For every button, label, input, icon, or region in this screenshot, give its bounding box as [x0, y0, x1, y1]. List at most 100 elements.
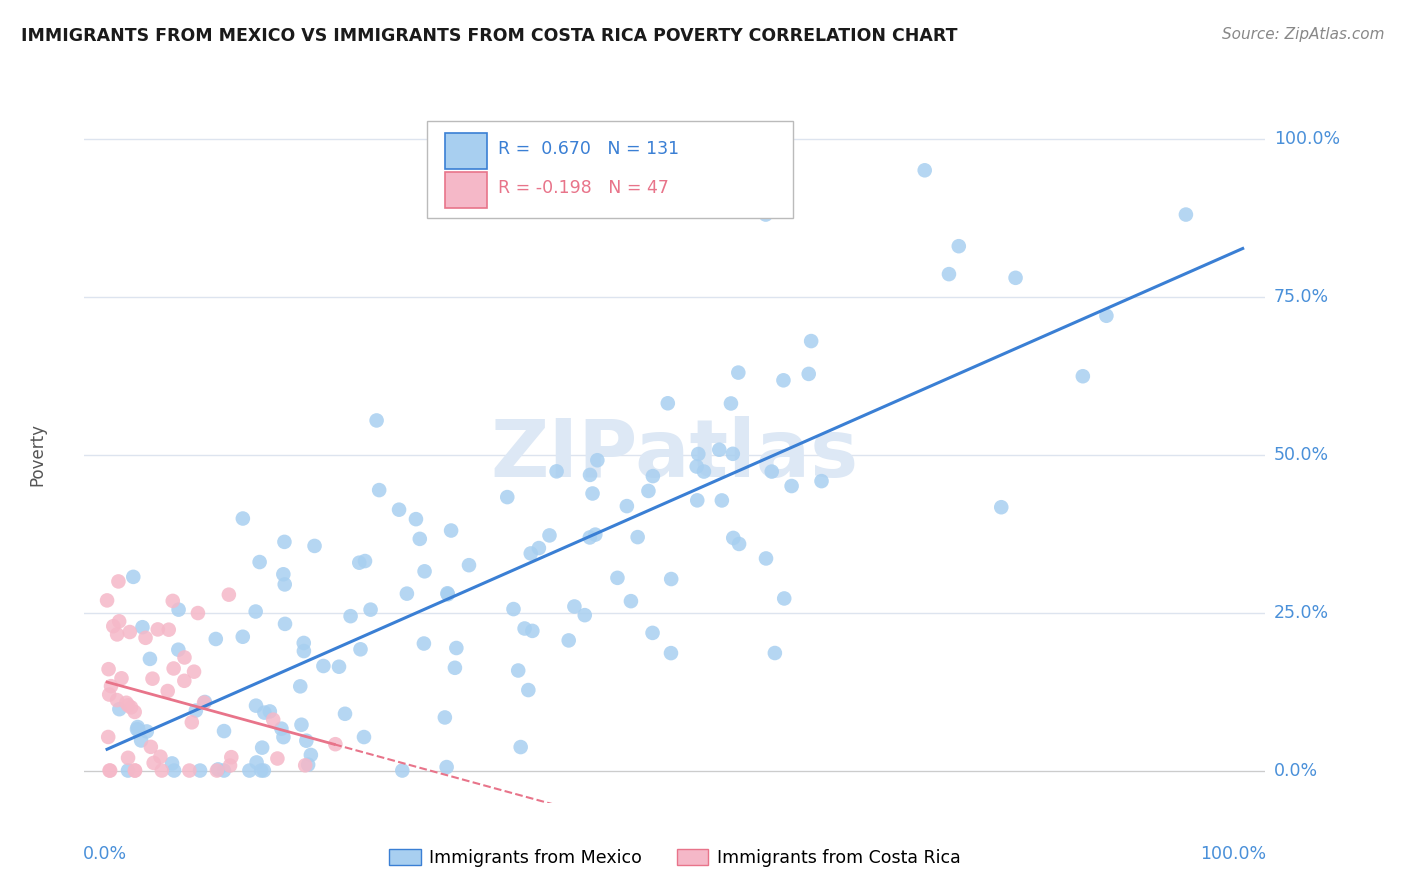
Point: [433, 710, 456, 724]
Point: [96, 593, 118, 607]
Point: [212, 764, 235, 778]
Point: [339, 609, 361, 624]
Point: [508, 664, 530, 678]
Point: [294, 758, 316, 772]
FancyBboxPatch shape: [427, 121, 793, 219]
Point: [219, 758, 242, 772]
Point: [266, 751, 288, 765]
Point: [162, 594, 184, 608]
Point: [100, 679, 122, 693]
Point: [221, 750, 243, 764]
Point: [546, 464, 568, 478]
Point: [162, 661, 184, 675]
Point: [1071, 369, 1094, 384]
Point: [117, 764, 139, 778]
Point: [270, 722, 292, 736]
Point: [810, 474, 832, 488]
FancyBboxPatch shape: [444, 133, 486, 169]
Point: [194, 695, 217, 709]
Point: [204, 632, 226, 646]
Text: 100.0%: 100.0%: [1201, 845, 1267, 863]
Point: [205, 764, 228, 778]
Point: [167, 602, 190, 616]
Point: [686, 459, 709, 474]
Text: ZIPatlas: ZIPatlas: [491, 416, 859, 494]
Point: [353, 730, 375, 744]
Point: [727, 366, 749, 380]
Point: [135, 631, 157, 645]
Point: [1174, 208, 1197, 222]
Point: [218, 588, 240, 602]
Point: [368, 483, 391, 497]
Point: [117, 751, 139, 765]
Point: [513, 622, 536, 636]
Point: [297, 757, 319, 772]
Point: [98, 764, 121, 778]
Point: [522, 624, 544, 638]
Point: [328, 659, 350, 673]
Point: [620, 594, 643, 608]
Point: [179, 764, 201, 778]
Point: [405, 512, 427, 526]
Point: [755, 208, 778, 222]
Point: [458, 558, 481, 573]
Point: [290, 717, 312, 731]
Point: [238, 764, 260, 778]
Point: [253, 706, 276, 720]
Text: 0.0%: 0.0%: [83, 845, 128, 863]
Point: [184, 704, 207, 718]
Point: [710, 493, 733, 508]
Point: [124, 764, 146, 778]
Point: [440, 524, 463, 538]
Point: [637, 483, 659, 498]
Point: [273, 730, 295, 744]
Point: [586, 453, 609, 467]
Point: [127, 723, 149, 738]
Point: [157, 623, 180, 637]
Legend: Immigrants from Mexico, Immigrants from Costa Rica: Immigrants from Mexico, Immigrants from …: [382, 842, 967, 874]
Point: [183, 665, 205, 679]
Point: [641, 469, 664, 483]
Point: [657, 396, 679, 410]
Point: [250, 740, 273, 755]
Point: [118, 625, 141, 640]
Point: [538, 528, 561, 542]
Point: [574, 608, 596, 623]
Point: [709, 442, 731, 457]
Point: [349, 642, 371, 657]
Point: [274, 577, 297, 591]
Text: 100.0%: 100.0%: [1274, 129, 1340, 148]
Point: [581, 486, 603, 500]
Point: [436, 587, 458, 601]
Point: [249, 555, 271, 569]
Point: [207, 763, 229, 777]
Point: [173, 650, 195, 665]
Point: [446, 640, 468, 655]
Point: [262, 713, 284, 727]
Point: [354, 554, 377, 568]
Point: [97, 662, 120, 676]
Point: [800, 334, 823, 348]
Point: [250, 764, 273, 778]
Point: [107, 574, 129, 589]
Point: [259, 705, 281, 719]
Text: 25.0%: 25.0%: [1274, 604, 1329, 622]
Point: [232, 511, 254, 525]
Point: [688, 447, 710, 461]
Point: [108, 702, 131, 716]
FancyBboxPatch shape: [444, 172, 486, 208]
Point: [755, 551, 778, 566]
Point: [366, 413, 388, 427]
Point: [413, 564, 436, 578]
Point: [156, 684, 179, 698]
Text: 75.0%: 75.0%: [1274, 288, 1329, 306]
Point: [564, 599, 586, 614]
Point: [139, 652, 162, 666]
Point: [131, 620, 153, 634]
Point: [333, 706, 356, 721]
Point: [299, 747, 322, 762]
Point: [141, 672, 163, 686]
Point: [97, 730, 120, 744]
Text: R =  0.670   N = 131: R = 0.670 N = 131: [498, 140, 679, 159]
Point: [167, 642, 190, 657]
